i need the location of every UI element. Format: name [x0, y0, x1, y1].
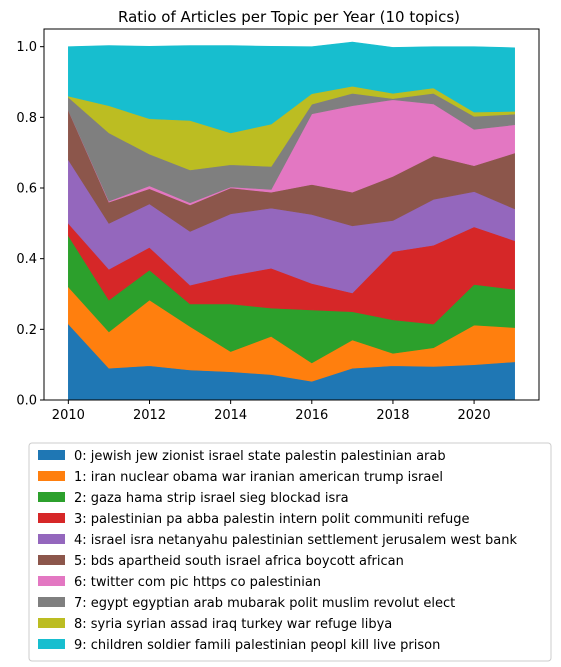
x-tick-label-2010: 2010 — [52, 408, 85, 423]
x-tick-label-2016: 2016 — [295, 408, 328, 423]
legend-label-6: 6: twitter com pic https co palestinian — [74, 575, 321, 590]
legend-swatch-8 — [38, 618, 65, 628]
y-tick-label-0: 0.0 — [16, 394, 37, 409]
legend-swatch-3 — [38, 513, 65, 523]
area-series-9 — [68, 41, 515, 134]
legend-swatch-6 — [38, 576, 65, 586]
legend-swatch-4 — [38, 534, 65, 544]
legend-swatch-9 — [38, 639, 65, 649]
y-tick-label-2: 0.4 — [16, 252, 37, 267]
y-tick-label-3: 0.6 — [16, 182, 37, 197]
legend-label-7: 7: egypt egyptian arab mubarak polit mus… — [74, 596, 455, 611]
x-axis: 2010 2012 2014 2016 2018 2020 — [52, 400, 491, 423]
plot-frame — [43, 28, 540, 401]
x-tick-label-2012: 2012 — [133, 408, 166, 423]
legend-swatch-5 — [38, 555, 65, 565]
legend-label-9: 9: children soldier famili palestinian p… — [74, 638, 440, 653]
x-tick-label-2020: 2020 — [458, 408, 491, 423]
legend-swatch-2 — [38, 492, 65, 502]
legend-frame — [28, 442, 552, 662]
y-tick-label-1: 0.2 — [16, 323, 37, 338]
legend-label-0: 0: jewish jew zionist israel state pales… — [74, 449, 446, 464]
legend-label-3: 3: palestinian pa abba palestin intern p… — [74, 512, 469, 527]
x-tick-label-2014: 2014 — [214, 408, 247, 423]
y-axis: 0.0 0.2 0.4 0.6 0.8 1.0 — [16, 40, 44, 409]
legend: 0: jewish jew zionist israel state pales… — [28, 442, 552, 662]
legend-swatch-7 — [38, 597, 65, 607]
legend-swatch-0 — [38, 450, 65, 460]
x-tick-label-2018: 2018 — [376, 408, 409, 423]
legend-label-4: 4: israel isra netanyahu palestinian set… — [74, 533, 517, 548]
chart-title: Ratio of Articles per Topic per Year (10… — [118, 8, 460, 26]
legend-swatch-1 — [38, 471, 65, 481]
y-tick-label-4: 0.8 — [16, 111, 37, 126]
y-tick-label-5: 1.0 — [16, 40, 37, 55]
legend-label-8: 8: syria syrian assad iraq turkey war re… — [74, 617, 392, 632]
legend-entries: 0: jewish jew zionist israel state pales… — [38, 449, 517, 653]
legend-label-2: 2: gaza hama strip israel sieg blockad i… — [74, 491, 349, 506]
legend-label-1: 1: iran nuclear obama war iranian americ… — [74, 470, 443, 485]
legend-label-5: 5: bds apartheid south israel africa boy… — [74, 554, 404, 569]
areas-layer — [68, 41, 515, 401]
